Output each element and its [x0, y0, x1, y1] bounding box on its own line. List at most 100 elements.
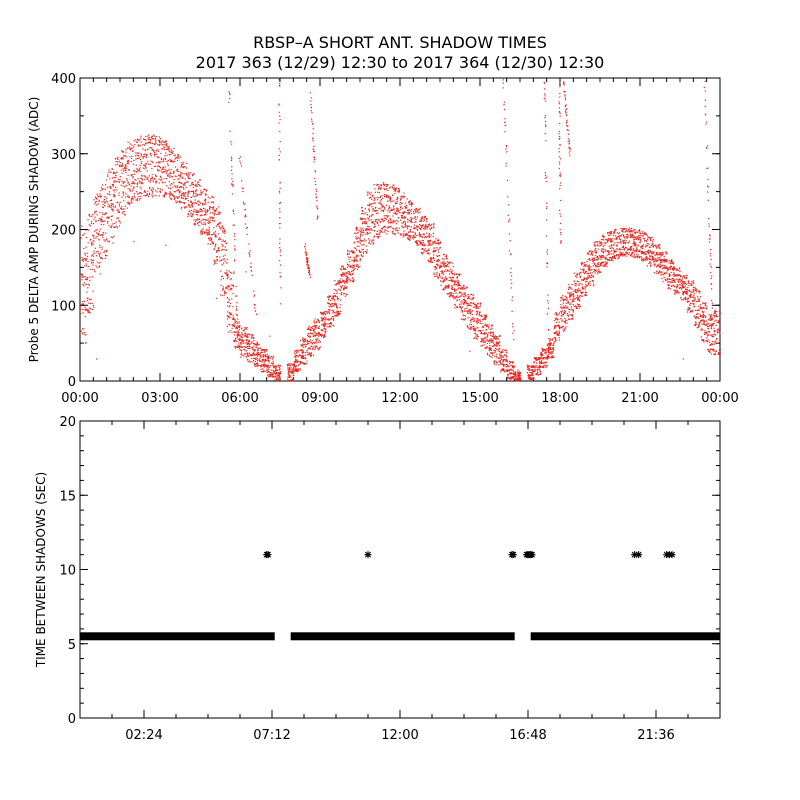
data-point — [424, 244, 426, 246]
data-point — [277, 365, 279, 367]
data-point — [377, 212, 379, 214]
data-point — [294, 350, 296, 352]
data-point — [85, 246, 87, 248]
data-point — [323, 316, 325, 319]
data-point — [192, 202, 194, 204]
data-point — [343, 268, 345, 270]
data-point — [375, 206, 377, 208]
data-point — [464, 310, 466, 312]
data-point — [139, 182, 141, 184]
data-point — [167, 159, 170, 162]
data-point — [244, 335, 246, 337]
data-point — [229, 279, 231, 281]
data-point — [117, 208, 119, 211]
data-point — [244, 333, 246, 335]
data-point — [408, 235, 410, 237]
data-point — [449, 293, 452, 295]
data-point — [177, 154, 180, 156]
data-point — [398, 227, 400, 229]
data-point — [102, 236, 104, 238]
data-point — [527, 377, 529, 379]
data-point — [170, 160, 172, 162]
data-point — [237, 345, 239, 347]
data-point — [349, 280, 351, 282]
data-point — [98, 265, 100, 267]
data-point — [546, 356, 548, 358]
data-point — [196, 185, 198, 187]
data-point — [492, 341, 494, 343]
data-point — [154, 154, 156, 156]
data-point — [102, 214, 104, 216]
data-point — [299, 363, 301, 365]
data-point — [168, 168, 170, 170]
data-point — [309, 339, 311, 341]
data-point — [184, 195, 186, 197]
data-point — [439, 247, 441, 249]
data-point — [99, 246, 101, 249]
data-point — [268, 365, 270, 367]
data-point — [546, 364, 548, 366]
data-point — [122, 182, 124, 184]
data-point — [467, 297, 469, 299]
data-point — [112, 210, 114, 212]
data-point — [166, 144, 168, 146]
data-point — [224, 290, 226, 292]
data-point — [444, 278, 446, 280]
data-point — [428, 252, 430, 254]
data-point — [549, 348, 551, 350]
data-point — [247, 361, 249, 363]
data-point — [87, 219, 89, 221]
data-point — [548, 342, 550, 344]
data-point — [260, 356, 262, 358]
data-point — [257, 358, 259, 360]
data-point — [171, 193, 173, 195]
data-point — [416, 216, 418, 218]
data-point — [340, 274, 342, 276]
x-tick-label: 06:00 — [221, 391, 258, 406]
data-point — [393, 189, 395, 191]
data-point — [466, 305, 468, 307]
data-point — [144, 153, 146, 155]
data-point — [465, 318, 467, 320]
data-point — [316, 345, 318, 347]
data-point — [99, 261, 101, 263]
data-point — [140, 141, 142, 143]
data-point — [269, 357, 272, 359]
data-point — [485, 347, 487, 349]
data-point — [508, 366, 510, 368]
data-point — [468, 304, 470, 306]
data-point — [148, 188, 151, 190]
data-point — [307, 354, 309, 356]
data-point — [337, 299, 339, 301]
data-point — [80, 313, 82, 315]
data-point — [137, 178, 139, 180]
data-point — [221, 276, 223, 278]
data-point — [177, 154, 179, 156]
data-point — [330, 306, 332, 308]
data-point — [368, 191, 370, 193]
data-point — [102, 206, 104, 208]
data-point — [99, 228, 101, 230]
data-point — [316, 321, 318, 324]
data-point — [82, 303, 84, 305]
data-point — [229, 313, 231, 315]
data-point — [107, 222, 109, 224]
data-point — [88, 307, 90, 309]
data-point — [514, 371, 516, 373]
data-point — [416, 234, 418, 237]
data-point — [154, 135, 156, 137]
data-point — [460, 295, 462, 297]
data-point — [279, 379, 281, 381]
data-point — [372, 195, 374, 197]
data-point — [115, 181, 117, 183]
data-point — [124, 155, 126, 157]
data-point — [177, 168, 179, 170]
data-point — [430, 257, 432, 259]
data-point — [517, 375, 519, 377]
data-point — [82, 333, 84, 335]
data-point — [151, 194, 153, 196]
data-point — [398, 211, 400, 213]
data-point — [250, 354, 252, 356]
data-point — [184, 193, 186, 195]
data-point — [182, 166, 184, 168]
